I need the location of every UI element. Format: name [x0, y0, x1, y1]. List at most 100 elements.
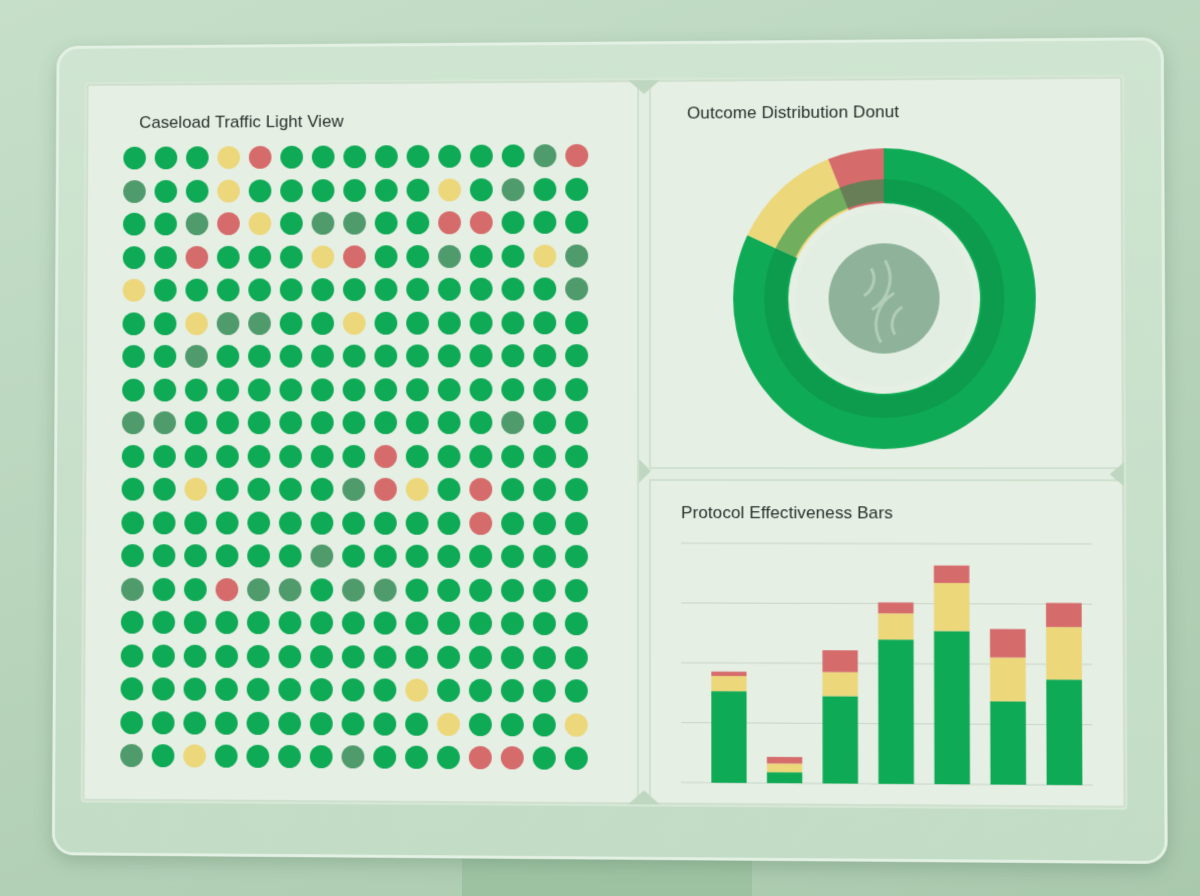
case-dot[interactable]: [405, 746, 428, 769]
case-dot[interactable]: [502, 178, 525, 201]
case-dot[interactable]: [246, 745, 269, 768]
bar-segment[interactable]: [934, 631, 970, 784]
case-dot[interactable]: [438, 478, 461, 501]
case-dot[interactable]: [342, 712, 365, 735]
case-dot[interactable]: [565, 478, 588, 501]
case-dot[interactable]: [565, 211, 588, 234]
case-dot[interactable]: [565, 411, 588, 434]
case-dot[interactable]: [247, 544, 270, 567]
case-dot[interactable]: [217, 279, 240, 302]
case-dot[interactable]: [217, 212, 240, 235]
case-dot[interactable]: [565, 378, 588, 401]
case-dot[interactable]: [185, 279, 208, 302]
case-dot[interactable]: [280, 212, 303, 235]
case-dot[interactable]: [311, 278, 334, 301]
case-dot[interactable]: [501, 578, 524, 601]
case-dot[interactable]: [406, 411, 429, 434]
case-dot[interactable]: [374, 612, 397, 635]
case-dot[interactable]: [248, 411, 271, 434]
case-dot[interactable]: [247, 711, 270, 734]
case-dot[interactable]: [152, 744, 175, 767]
case-dot[interactable]: [247, 578, 270, 601]
case-dot[interactable]: [373, 745, 396, 768]
case-dot[interactable]: [121, 511, 144, 534]
case-dot[interactable]: [310, 712, 333, 735]
case-dot[interactable]: [469, 712, 492, 735]
case-dot[interactable]: [406, 344, 429, 367]
case-dot[interactable]: [406, 578, 429, 601]
case-dot[interactable]: [217, 312, 240, 335]
bar-segment[interactable]: [990, 629, 1026, 658]
case-dot[interactable]: [501, 645, 524, 668]
case-dot[interactable]: [153, 445, 176, 468]
case-dot[interactable]: [248, 445, 271, 468]
case-dot[interactable]: [154, 246, 177, 269]
case-dot[interactable]: [278, 745, 301, 768]
case-dot[interactable]: [278, 645, 301, 668]
case-dot[interactable]: [216, 578, 239, 601]
case-dot[interactable]: [342, 645, 365, 668]
case-dot[interactable]: [533, 578, 556, 601]
case-dot[interactable]: [247, 611, 270, 634]
case-dot[interactable]: [215, 611, 238, 634]
case-dot[interactable]: [343, 378, 366, 401]
bar-segment[interactable]: [711, 691, 746, 783]
case-dot[interactable]: [247, 511, 270, 534]
case-dot[interactable]: [470, 178, 493, 201]
case-dot[interactable]: [122, 345, 145, 368]
bar-segment[interactable]: [878, 613, 913, 639]
case-dot[interactable]: [374, 578, 397, 601]
case-dot[interactable]: [154, 180, 177, 203]
bar-segment[interactable]: [990, 657, 1026, 701]
case-dot[interactable]: [247, 678, 270, 701]
case-dot[interactable]: [123, 213, 146, 236]
case-dot[interactable]: [184, 578, 207, 601]
case-dot[interactable]: [185, 378, 208, 401]
case-dot[interactable]: [154, 279, 177, 302]
case-dot[interactable]: [248, 278, 271, 301]
case-dot[interactable]: [374, 511, 397, 534]
case-dot[interactable]: [343, 245, 366, 268]
case-dot[interactable]: [565, 579, 588, 602]
case-dot[interactable]: [565, 679, 588, 702]
case-dot[interactable]: [469, 746, 492, 769]
case-dot[interactable]: [342, 678, 365, 701]
case-dot[interactable]: [249, 146, 272, 169]
case-dot[interactable]: [122, 445, 145, 468]
case-dot[interactable]: [533, 344, 556, 367]
case-dot[interactable]: [121, 677, 144, 700]
case-dot[interactable]: [375, 178, 398, 201]
case-dot[interactable]: [470, 311, 493, 334]
case-dot[interactable]: [406, 245, 429, 268]
case-dot[interactable]: [343, 311, 366, 334]
case-dot[interactable]: [152, 677, 175, 700]
case-dot[interactable]: [312, 146, 335, 169]
case-dot[interactable]: [311, 411, 334, 434]
case-dot[interactable]: [247, 478, 270, 501]
case-dot[interactable]: [565, 277, 588, 300]
case-dot[interactable]: [470, 145, 493, 168]
bar-segment[interactable]: [767, 757, 802, 764]
case-dot[interactable]: [186, 246, 209, 269]
case-dot[interactable]: [249, 179, 272, 202]
case-dot[interactable]: [248, 378, 271, 401]
case-dot[interactable]: [437, 612, 460, 635]
case-dot[interactable]: [311, 345, 334, 368]
case-dot[interactable]: [437, 712, 460, 735]
bar-segment[interactable]: [1046, 603, 1082, 627]
bar-segment[interactable]: [878, 640, 914, 784]
case-dot[interactable]: [565, 311, 588, 334]
case-dot[interactable]: [437, 746, 460, 769]
case-dot[interactable]: [533, 545, 556, 568]
case-dot[interactable]: [311, 511, 334, 534]
case-dot[interactable]: [406, 211, 429, 234]
case-dot[interactable]: [438, 245, 461, 268]
case-dot[interactable]: [310, 745, 333, 768]
case-dot[interactable]: [437, 545, 460, 568]
case-dot[interactable]: [278, 711, 301, 734]
case-dot[interactable]: [565, 511, 588, 534]
case-dot[interactable]: [502, 278, 525, 301]
case-dot[interactable]: [186, 212, 209, 235]
case-dot[interactable]: [343, 179, 366, 202]
case-dot[interactable]: [152, 711, 175, 734]
